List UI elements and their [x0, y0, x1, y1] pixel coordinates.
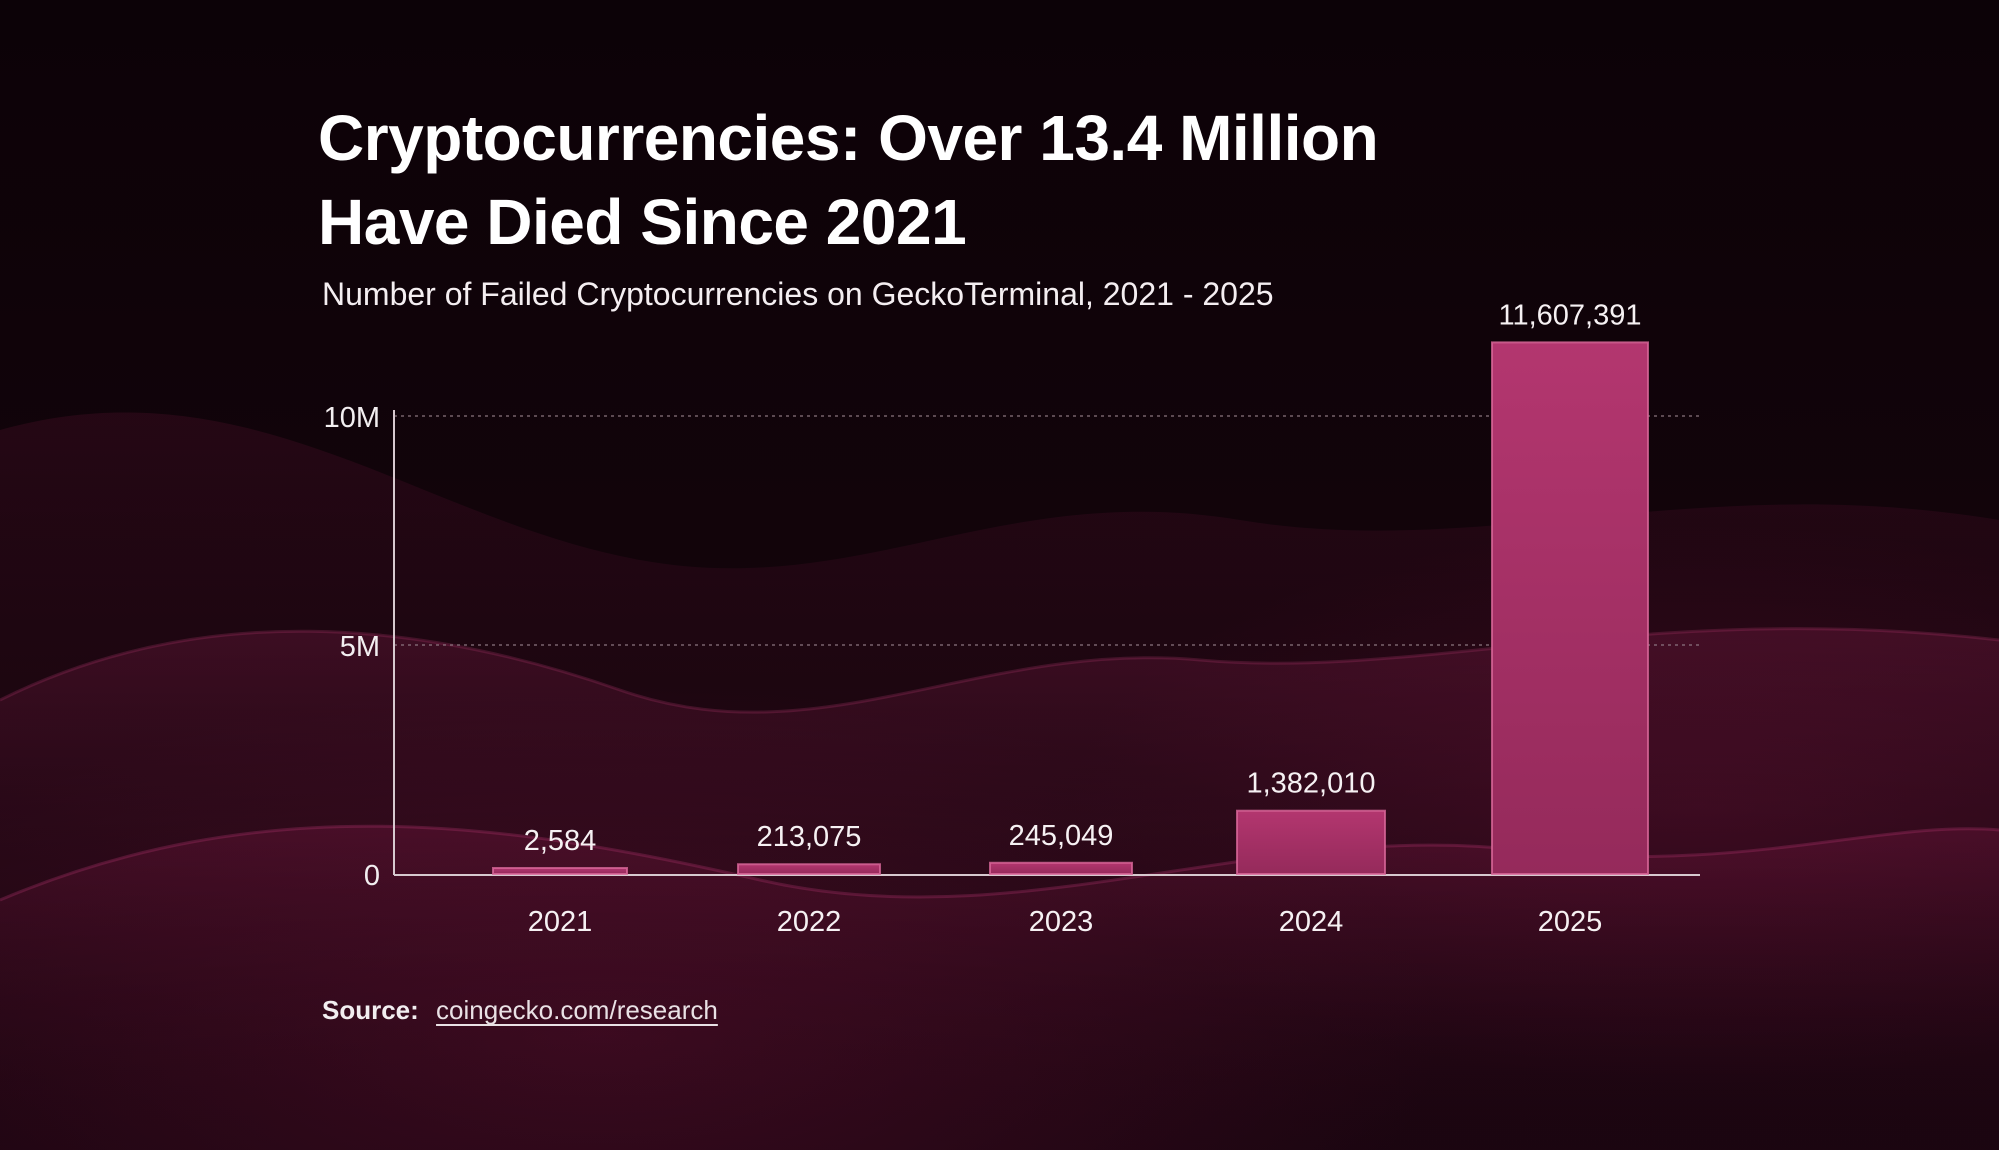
y-tick-label: 10M [324, 402, 380, 434]
wave-band-3 [0, 826, 1999, 1150]
source-link[interactable]: coingecko.com/research [436, 995, 718, 1025]
bar [492, 867, 628, 875]
x-tick-label: 2023 [1029, 906, 1094, 938]
x-tick-label: 2021 [528, 906, 593, 938]
y-tick-label: 0 [364, 860, 380, 892]
x-tick-label: 2025 [1538, 906, 1603, 938]
wave-ridge-2 [0, 824, 1999, 902]
bar-value-label: 213,075 [757, 821, 862, 853]
bar [989, 861, 1133, 875]
bar [1236, 809, 1386, 875]
y-tick-label: 5M [340, 631, 380, 663]
chart-title-line-1: Cryptocurrencies: Over 13.4 Million [318, 102, 1379, 174]
bar-value-label: 2,584 [524, 825, 597, 857]
source-label: Source: [322, 995, 419, 1025]
x-tick-label: 2024 [1279, 906, 1344, 938]
x-tick-label: 2022 [777, 906, 842, 938]
bar-value-label: 11,607,391 [1499, 299, 1642, 331]
bar [737, 863, 881, 875]
chart-subtitle: Number of Failed Cryptocurrencies on Gec… [322, 276, 1274, 312]
chart-title: Cryptocurrencies: Over 13.4 Million Have… [318, 96, 1518, 264]
bar [1491, 341, 1649, 876]
bar-value-label: 245,049 [1009, 820, 1114, 852]
chart-title-line-2: Have Died Since 2021 [318, 186, 967, 258]
source-line: Source: coingecko.com/research [322, 995, 718, 1026]
bar-value-label: 1,382,010 [1246, 768, 1375, 800]
